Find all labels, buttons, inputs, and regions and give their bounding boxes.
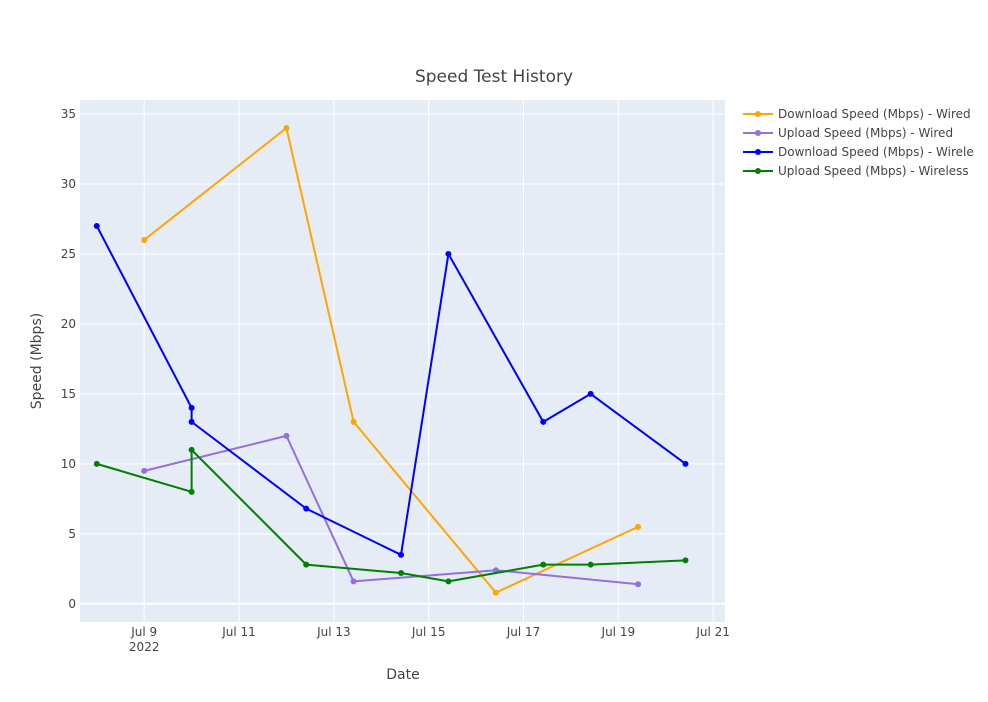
y-axis-title: Speed (Mbps) [29, 313, 45, 409]
legend-marker [755, 149, 761, 155]
data-point[interactable] [141, 236, 148, 243]
series-3 [93, 446, 689, 585]
data-point[interactable] [445, 250, 452, 257]
data-point[interactable] [141, 467, 148, 474]
y-tick-label: 20 [61, 317, 76, 331]
y-tick-label: 0 [68, 597, 76, 611]
legend-marker [755, 130, 761, 136]
series-layer [93, 124, 689, 596]
data-point[interactable] [587, 561, 594, 568]
y-tick-label: 5 [68, 527, 76, 541]
data-point[interactable] [398, 570, 405, 577]
data-point[interactable] [188, 418, 195, 425]
x-tick-label: Jul 9 [130, 625, 157, 639]
x-tick-label: Jul 21 [695, 625, 730, 639]
legend-label: Download Speed (Mbps) - Wirele [778, 145, 974, 159]
data-point[interactable] [682, 557, 689, 564]
legend-item[interactable]: Upload Speed (Mbps) - Wireless [743, 164, 969, 178]
series-0 [141, 124, 642, 596]
x-tick-year-label: 2022 [129, 640, 160, 654]
legend-marker [755, 168, 761, 174]
legend-label: Download Speed (Mbps) - Wired [778, 107, 971, 121]
y-tick-label: 25 [61, 247, 76, 261]
legend: Download Speed (Mbps) - Wired Upload Spee… [743, 107, 974, 178]
plot-area [80, 100, 725, 622]
y-axis-ticks: 0 5 10 15 20 25 30 35 [61, 107, 76, 611]
data-point[interactable] [492, 589, 499, 596]
legend-label: Upload Speed (Mbps) - Wireless [778, 164, 969, 178]
data-point[interactable] [93, 222, 100, 229]
data-point[interactable] [635, 523, 642, 530]
data-point[interactable] [303, 505, 310, 512]
data-point[interactable] [350, 578, 357, 585]
x-tick-label: Jul 19 [601, 625, 636, 639]
data-point[interactable] [350, 418, 357, 425]
data-point[interactable] [283, 432, 290, 439]
data-point[interactable] [635, 581, 642, 588]
legend-item[interactable]: Download Speed (Mbps) - Wired [743, 107, 971, 121]
x-tick-label: Jul 15 [411, 625, 446, 639]
x-tick-label: Jul 11 [221, 625, 256, 639]
x-tick-label: Jul 17 [506, 625, 541, 639]
legend-item[interactable]: Upload Speed (Mbps) - Wired [743, 126, 953, 140]
chart-title: Speed Test History [415, 67, 573, 87]
y-tick-label: 10 [61, 457, 76, 471]
data-point[interactable] [188, 488, 195, 495]
data-point[interactable] [303, 561, 310, 568]
data-point[interactable] [540, 418, 547, 425]
data-point[interactable] [188, 446, 195, 453]
series-1 [141, 432, 642, 588]
legend-label: Upload Speed (Mbps) - Wired [778, 126, 953, 140]
data-point[interactable] [587, 390, 594, 397]
y-tick-label: 30 [61, 177, 76, 191]
data-point[interactable] [283, 124, 290, 131]
y-tick-label: 35 [61, 107, 76, 121]
data-point[interactable] [682, 460, 689, 467]
legend-item[interactable]: Download Speed (Mbps) - Wirele [743, 145, 974, 159]
y-tick-label: 15 [61, 387, 76, 401]
data-point[interactable] [540, 561, 547, 568]
series-2 [93, 222, 689, 558]
gridlines [80, 100, 725, 622]
legend-marker [755, 111, 761, 117]
x-axis-title: Date [386, 667, 419, 683]
data-point[interactable] [445, 578, 452, 585]
data-point[interactable] [492, 567, 499, 574]
data-point[interactable] [93, 460, 100, 467]
x-tick-label: Jul 13 [316, 625, 351, 639]
data-point[interactable] [398, 551, 405, 558]
data-point[interactable] [188, 404, 195, 411]
